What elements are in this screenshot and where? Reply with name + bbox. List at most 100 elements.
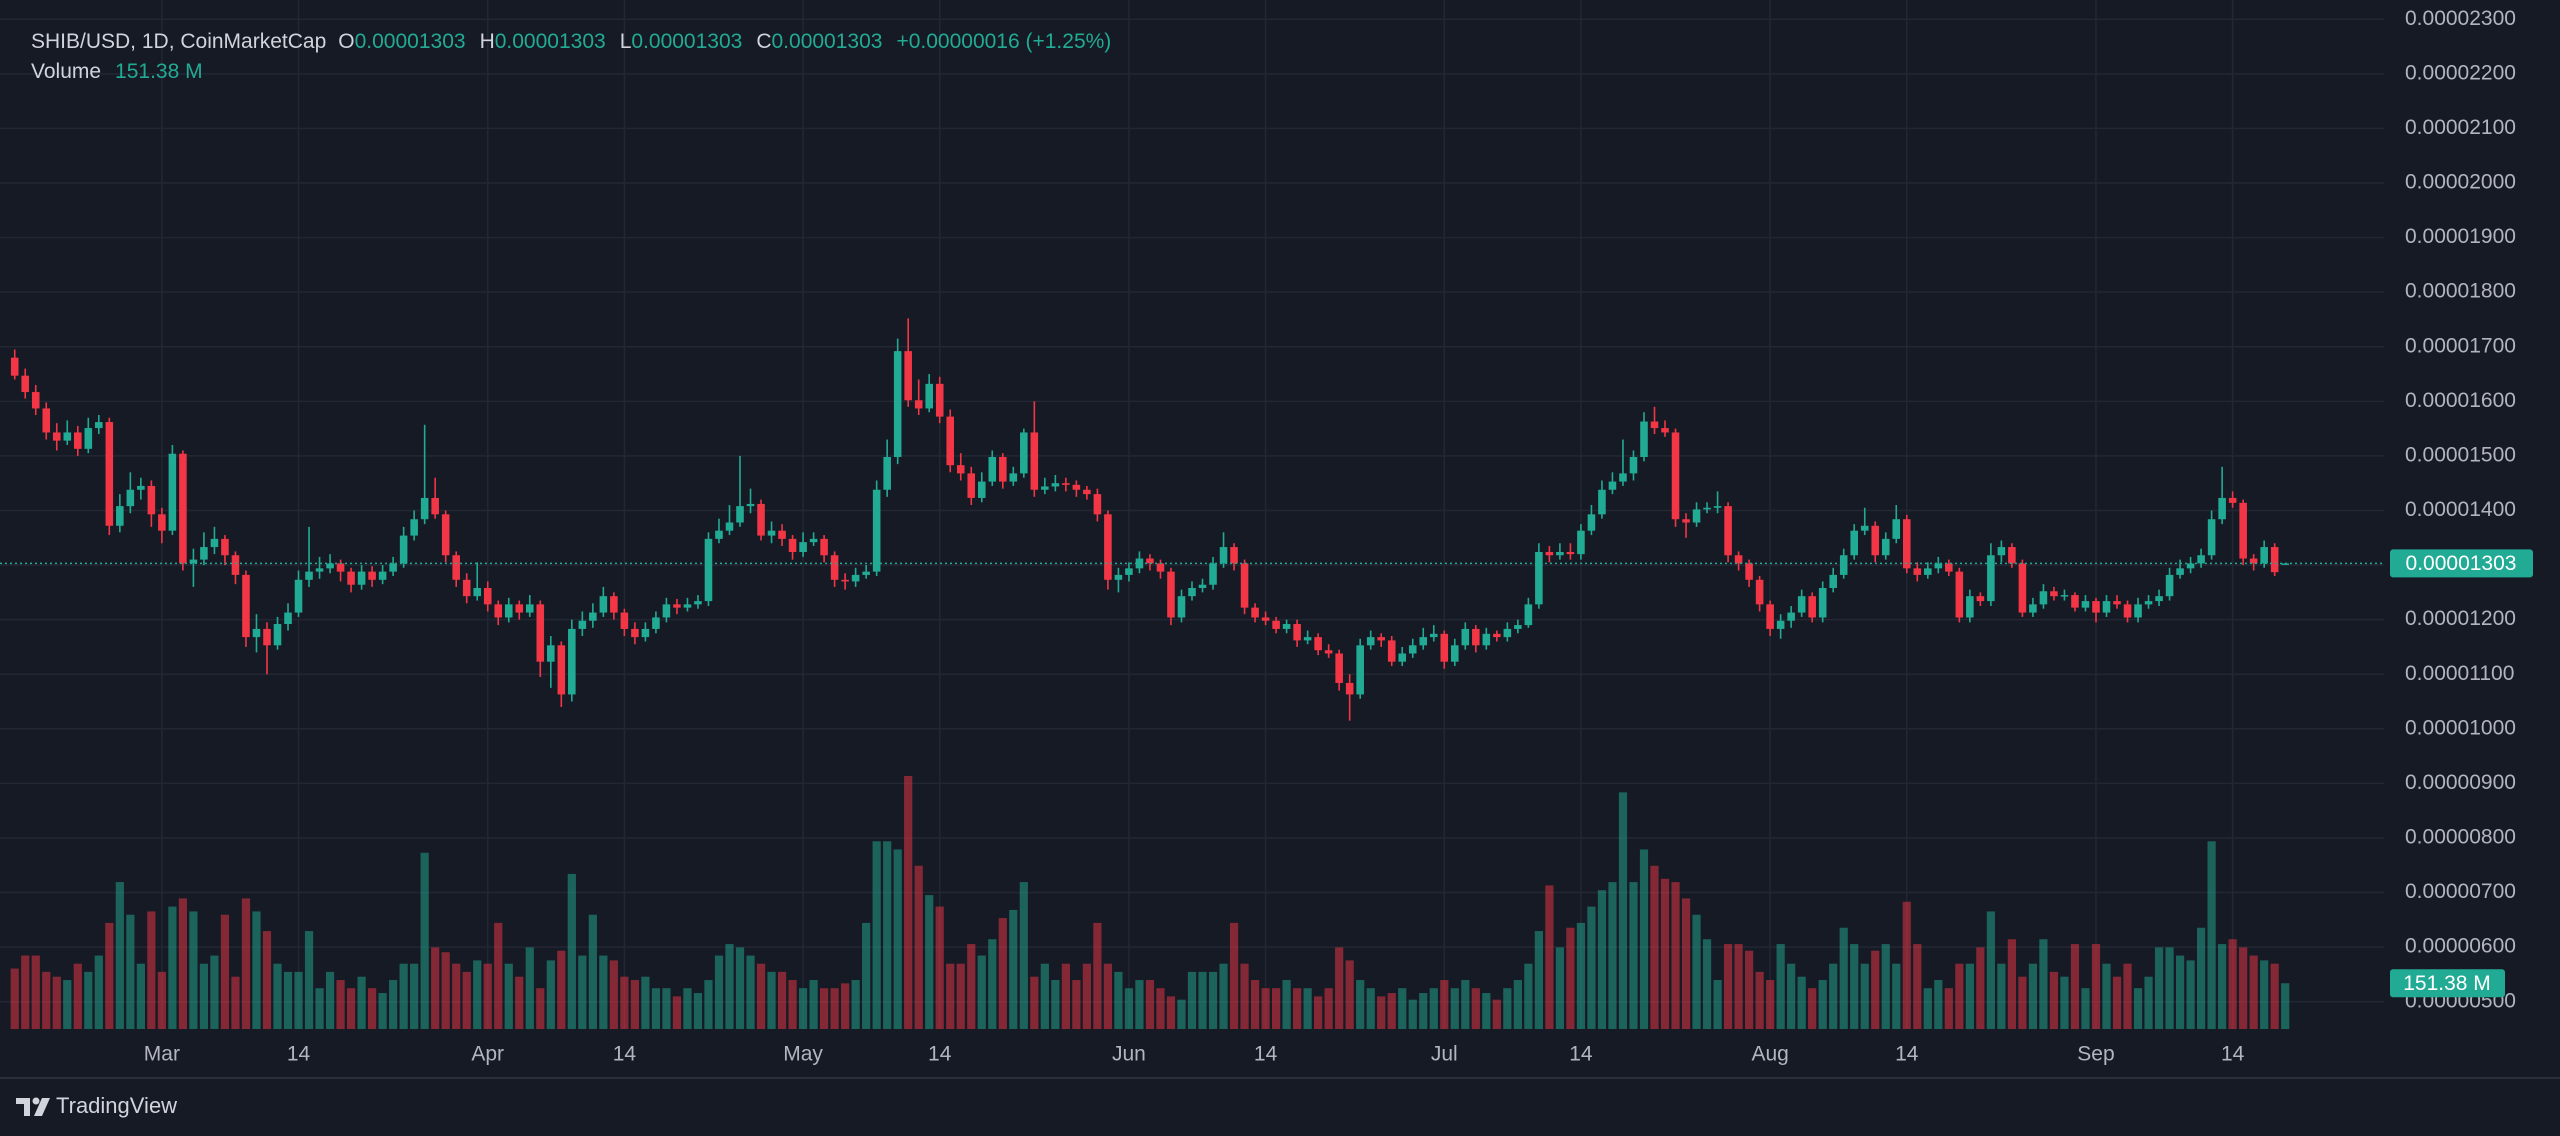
candle-body [273, 624, 282, 646]
candle-body [788, 538, 797, 552]
candle-body [200, 547, 208, 560]
volume-bar [599, 955, 608, 1029]
volume-bar [94, 955, 103, 1029]
candle-body [715, 530, 723, 539]
volume-bar [1902, 901, 1911, 1029]
candle-body [946, 416, 955, 466]
grid [0, 0, 2384, 1029]
candle-body [1955, 571, 1964, 618]
candle-body [1482, 633, 1491, 646]
volume-bar [2070, 944, 2080, 1029]
volume-bar [2081, 988, 2090, 1029]
volume-bar [1618, 792, 1628, 1029]
volume-bar [2133, 988, 2143, 1029]
volume-bar [357, 976, 366, 1029]
candle-body [210, 538, 219, 548]
candle-body [147, 485, 156, 515]
volume-bar [241, 898, 251, 1029]
volume-bar [1408, 999, 1417, 1029]
volume-bar [220, 914, 230, 1029]
candle-body [378, 571, 387, 580]
candle-body [263, 628, 271, 646]
y-tick-label: 0.00001200 [2405, 607, 2516, 630]
volume-bar [63, 980, 72, 1029]
candle-body [1514, 625, 1522, 629]
candle-body [1104, 514, 1112, 580]
volume-bar [977, 955, 986, 1029]
candle-body [1987, 555, 1995, 602]
volume-bar [1829, 963, 1838, 1029]
candle-body [1892, 519, 1901, 539]
candle-body [389, 563, 397, 572]
candle-body [1387, 640, 1396, 662]
volume-bar [998, 918, 1007, 1029]
x-tick-label: Sep [2077, 1043, 2114, 1066]
candle-body [925, 383, 933, 409]
volume-bar [1702, 939, 1712, 1029]
candle-body [525, 604, 534, 613]
candle-body [599, 596, 608, 613]
volume-bar [147, 911, 156, 1029]
volume-bar [2270, 963, 2279, 1029]
volume-bar [641, 976, 650, 1029]
volume-bar [1061, 963, 1070, 1029]
volume-bar [2091, 944, 2101, 1029]
volume-bar [2249, 955, 2258, 1029]
axes: 0.000005000.000006000.000007000.00000800… [144, 7, 2533, 1066]
candle-body [126, 489, 135, 507]
volume-bar [1345, 960, 1354, 1029]
candle-body [1366, 637, 1375, 646]
volume-bar [620, 976, 629, 1029]
volume-bar [1198, 971, 1207, 1029]
candle-body [2092, 601, 2100, 613]
volume-bar [725, 944, 734, 1029]
volume-bar [1965, 963, 1974, 1029]
candle-body [1177, 596, 1186, 618]
candle-body [904, 351, 912, 401]
candle-body [1755, 579, 1764, 605]
volume-bar [2102, 963, 2111, 1029]
candle-body [1493, 633, 1501, 638]
candle-body [42, 408, 51, 433]
candle-body [841, 579, 849, 582]
candle-body [452, 555, 460, 580]
candle-body [315, 568, 324, 572]
candle-body [736, 506, 744, 523]
volume-bar [1114, 971, 1123, 1029]
candle-body [2134, 604, 2142, 618]
volume-bar [1103, 963, 1113, 1029]
candle-body [473, 587, 482, 597]
volume-bar [1166, 996, 1176, 1029]
candle-body [1041, 486, 1049, 490]
candle-body [1083, 489, 1091, 495]
x-tick-label: 14 [2221, 1043, 2245, 1066]
y-tick-label: 0.00000800 [2405, 826, 2516, 849]
volume-bar [189, 911, 198, 1029]
volume-bar [1818, 980, 1827, 1029]
candle-body [1240, 563, 1249, 608]
y-tick-label: 0.00002300 [2405, 7, 2516, 30]
x-tick-label: Mar [144, 1043, 180, 1066]
volume-bar [1482, 993, 1491, 1029]
candle-body [2155, 596, 2163, 602]
candle-body [2060, 595, 2069, 597]
candle-body [336, 563, 345, 572]
volume-bar [1219, 963, 1228, 1029]
volume-bar [368, 988, 377, 1029]
volume-bar [809, 980, 818, 1029]
volume-bar [525, 947, 534, 1029]
volume-bar [704, 980, 713, 1029]
volume-bar [946, 963, 955, 1029]
x-tick-label: Jul [1431, 1043, 1458, 1066]
candle-body [1808, 596, 1816, 618]
volume-bar [1429, 988, 1438, 1029]
y-tick-label: 0.00001900 [2405, 225, 2516, 248]
volume-bar [42, 971, 51, 1029]
volume-bar [1177, 999, 1186, 1029]
y-tick-label: 0.00001000 [2405, 716, 2516, 739]
volume-badge-label: 151.38 M [2403, 972, 2491, 995]
candle-body [851, 574, 860, 582]
volume-bar [2018, 976, 2027, 1029]
candle-body [683, 604, 692, 608]
